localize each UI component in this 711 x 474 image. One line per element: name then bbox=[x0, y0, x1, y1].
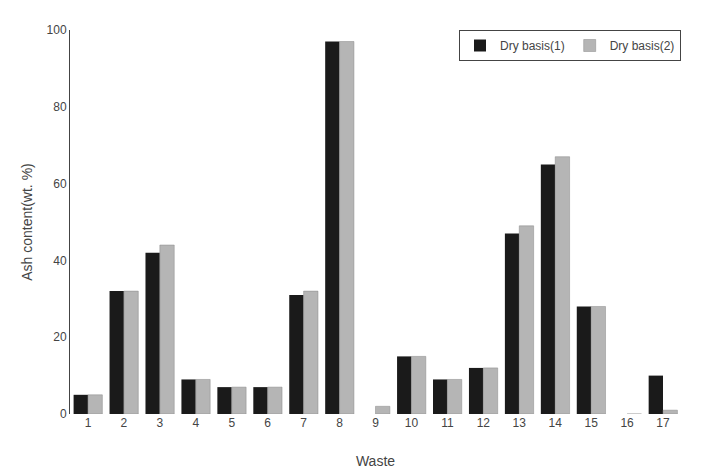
svg-text:14: 14 bbox=[549, 416, 563, 430]
svg-text:4: 4 bbox=[192, 416, 199, 430]
svg-text:16: 16 bbox=[620, 416, 634, 430]
svg-text:Waste: Waste bbox=[356, 453, 395, 469]
svg-text:10: 10 bbox=[405, 416, 419, 430]
svg-text:1: 1 bbox=[85, 416, 92, 430]
svg-text:Dry basis(1): Dry basis(1) bbox=[500, 39, 565, 53]
svg-text:11: 11 bbox=[441, 416, 454, 430]
svg-text:7: 7 bbox=[300, 416, 307, 430]
svg-text:13: 13 bbox=[513, 416, 527, 430]
svg-text:60: 60 bbox=[53, 177, 67, 191]
svg-text:8: 8 bbox=[336, 416, 343, 430]
svg-text:0: 0 bbox=[60, 407, 67, 421]
svg-text:12: 12 bbox=[477, 416, 491, 430]
svg-text:6: 6 bbox=[264, 416, 271, 430]
svg-text:15: 15 bbox=[584, 416, 598, 430]
svg-text:9: 9 bbox=[372, 416, 379, 430]
svg-text:40: 40 bbox=[53, 254, 67, 268]
svg-text:3: 3 bbox=[157, 416, 164, 430]
svg-text:2: 2 bbox=[121, 416, 128, 430]
svg-text:100: 100 bbox=[47, 23, 67, 37]
svg-text:20: 20 bbox=[53, 330, 67, 344]
svg-text:80: 80 bbox=[53, 100, 67, 114]
svg-text:Dry basis(2): Dry basis(2) bbox=[610, 39, 675, 53]
svg-text:Ash content(wt. %): Ash content(wt. %) bbox=[19, 163, 35, 281]
svg-text:5: 5 bbox=[228, 416, 235, 430]
svg-text:17: 17 bbox=[656, 416, 670, 430]
